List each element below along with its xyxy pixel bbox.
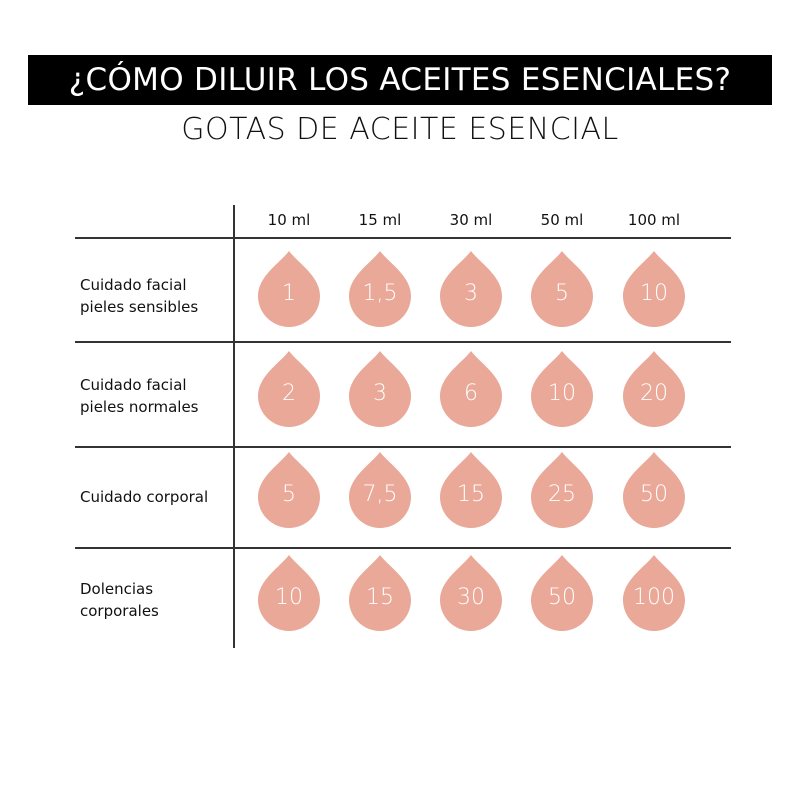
drop-icon: [531, 251, 593, 327]
drop-cell: 6: [440, 351, 502, 427]
column-header: 100 ml: [627, 211, 681, 229]
drop-cell: 10: [623, 251, 685, 327]
drop-value: 7,5: [362, 482, 398, 507]
drop-value: 20: [640, 381, 668, 406]
row-label-line: Cuidado corporal: [80, 488, 209, 506]
drop-value: 15: [366, 585, 394, 610]
drop-value: 10: [640, 281, 668, 306]
drop-icon: [440, 555, 502, 631]
column-header: 30 ml: [449, 211, 493, 229]
row-label: Cuidado corporal: [80, 486, 230, 508]
divider: [75, 341, 731, 343]
drop-cell: 1: [258, 251, 320, 327]
drop-icon: [349, 452, 411, 528]
drop-icon: [623, 251, 685, 327]
row-label-line: corporales: [80, 602, 159, 620]
divider: [75, 547, 731, 549]
subtitle: GOTAS DE ACEITE ESENCIAL: [181, 112, 619, 147]
drop-cell: 20: [623, 351, 685, 427]
drop-icon: [258, 351, 320, 427]
drop-cell: 2: [258, 351, 320, 427]
drop-cell: 25: [531, 452, 593, 528]
drop-icon: [258, 452, 320, 528]
drop-value: 3: [464, 281, 478, 306]
drop-value: 1: [282, 281, 296, 306]
drop-icon: [531, 452, 593, 528]
divider: [75, 446, 731, 448]
drop-icon: [623, 351, 685, 427]
row-label-line: Cuidado facial: [80, 276, 187, 294]
drop-icon: [531, 555, 593, 631]
drop-cell: 15: [440, 452, 502, 528]
column-header: 10 ml: [267, 211, 311, 229]
drop-cell: 1,5: [349, 251, 411, 327]
divider: [75, 237, 731, 239]
drop-icon: [349, 251, 411, 327]
drop-icon: [531, 351, 593, 427]
title: ¿CÓMO DILUIR LOS ACEITES ESENCIALES?: [28, 55, 772, 105]
drop-value: 30: [457, 585, 485, 610]
drop-value: 10: [275, 585, 303, 610]
drop-cell: 5: [258, 452, 320, 528]
drop-icon: [349, 555, 411, 631]
column-header: 50 ml: [540, 211, 584, 229]
drop-icon: [440, 251, 502, 327]
drop-value: 2: [282, 381, 296, 406]
drop-icon: [623, 555, 685, 631]
row-label-line: pieles sensibles: [80, 298, 199, 316]
row-label: Dolencias corporales: [80, 578, 230, 622]
drop-value: 3: [373, 381, 387, 406]
drop-value: 6: [464, 381, 478, 406]
row-label-line: Cuidado facial: [80, 376, 187, 394]
drop-cell: 10: [258, 555, 320, 631]
drop-icon: [440, 351, 502, 427]
drop-value: 5: [555, 281, 569, 306]
drop-cell: 3: [349, 351, 411, 427]
drop-icon: [258, 555, 320, 631]
drop-value: 5: [282, 482, 296, 507]
drop-value: 15: [457, 482, 485, 507]
row-label-line: pieles normales: [80, 398, 199, 416]
divider: [233, 205, 235, 648]
drop-value: 50: [548, 585, 576, 610]
drop-value: 10: [548, 381, 576, 406]
row-label-line: Dolencias: [80, 580, 154, 598]
drop-icon: [440, 452, 502, 528]
drop-cell: 100: [623, 555, 685, 631]
drop-cell: 15: [349, 555, 411, 631]
row-label: Cuidado facial pieles sensibles: [80, 274, 230, 318]
row-label: Cuidado facial pieles normales: [80, 374, 230, 418]
drop-cell: 7,5: [349, 452, 411, 528]
column-header: 15 ml: [358, 211, 402, 229]
drop-value: 1,5: [362, 281, 398, 306]
drop-icon: [623, 452, 685, 528]
drop-value: 100: [633, 585, 675, 610]
drop-cell: 10: [531, 351, 593, 427]
drop-icon: [258, 251, 320, 327]
drop-icon: [349, 351, 411, 427]
drop-cell: 5: [531, 251, 593, 327]
drop-cell: 3: [440, 251, 502, 327]
drop-cell: 50: [531, 555, 593, 631]
drop-cell: 30: [440, 555, 502, 631]
drop-value: 50: [640, 482, 668, 507]
drop-cell: 50: [623, 452, 685, 528]
drop-value: 25: [548, 482, 576, 507]
